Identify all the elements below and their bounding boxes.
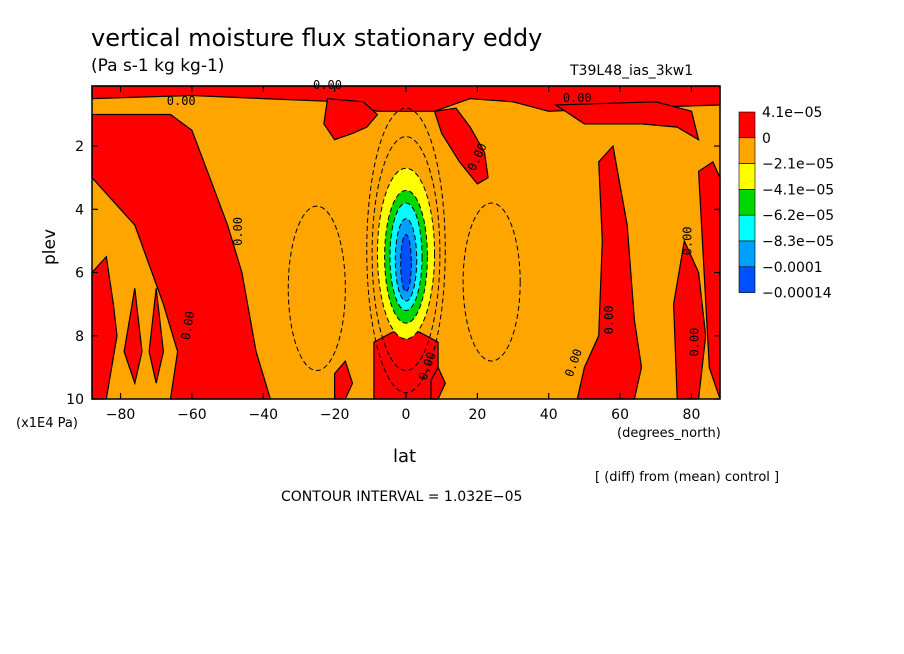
run-id: T39L48_ias_3kw1	[570, 63, 694, 79]
x-axis-label: lat	[393, 446, 417, 467]
contour-label: 0.00	[563, 91, 592, 105]
colorbar-label: −0.00014	[762, 286, 832, 302]
colorbar-label: −4.1e−05	[762, 182, 834, 198]
positive-region-4	[148, 288, 165, 384]
diff-note: [ (diff) from (mean) control ]	[595, 470, 780, 485]
y-tick-label: 2	[75, 139, 84, 155]
colorbar-label: 0	[762, 131, 771, 147]
colorbar-swatch-1	[738, 137, 756, 164]
colorbar-swatch-2	[738, 163, 756, 190]
contour-label: 0.00	[602, 306, 616, 335]
side-negative-contour-1	[462, 202, 521, 362]
negative-core-level-6	[400, 234, 412, 293]
colorbar-swatch-6	[738, 266, 756, 293]
colorbar-swatch-3	[738, 189, 756, 216]
x-tick-label: −40	[248, 407, 278, 423]
y-tick-label: 8	[75, 329, 84, 345]
contour-label: 0.00	[231, 217, 245, 246]
axes: −80 −60 −40 −20 0 20 40 60 80 2 4 6 8 10	[66, 85, 721, 423]
y-tick-label: 6	[75, 266, 84, 282]
x-axis-units: (degrees_north)	[617, 426, 721, 441]
positive-region-3	[123, 288, 143, 386]
contour-label: 0.00	[313, 78, 342, 92]
negative-contour-0	[366, 107, 446, 394]
positive-region-1	[91, 113, 272, 400]
contour-interval: CONTOUR INTERVAL = 1.032E−05	[281, 489, 523, 505]
positive-region-6	[433, 107, 489, 185]
contour-field: 0.000.000.000.000.000.000.000.000.000.00…	[91, 78, 721, 400]
x-tick-label: −80	[106, 407, 136, 423]
colorbar-swatch-4	[738, 214, 756, 242]
colorbar-label: −0.0001	[762, 260, 823, 276]
x-tick-label: 20	[468, 407, 486, 423]
side-negative-contour-0	[287, 205, 346, 372]
positive-region-13	[430, 366, 446, 400]
y-tick-label: 10	[66, 392, 84, 408]
x-tick-label: 60	[611, 407, 629, 423]
positive-region-7	[554, 101, 700, 141]
chart-title: vertical moisture flux stationary eddy	[91, 24, 543, 52]
x-tick-label: −60	[177, 407, 207, 423]
colorbar-label: −8.3e−05	[762, 234, 834, 250]
positive-region-5	[323, 97, 379, 141]
colorbar-legend: 4.1e−05 0 −2.1e−05 −4.1e−05 −6.2e−05 −8.3e−05…	[738, 105, 834, 302]
contour-label: 0.00	[680, 226, 694, 255]
contour-label: 0.00	[688, 328, 702, 357]
x-tick-label: 0	[402, 407, 411, 423]
y-axis-units: (x1E4 Pa)	[16, 416, 78, 431]
x-tick-label: −20	[320, 407, 350, 423]
colorbar-swatch-5	[738, 240, 756, 268]
chart-units: (Pa s-1 kg kg-1)	[91, 56, 225, 76]
colorbar-label: 4.1e−05	[762, 105, 822, 121]
contour-label: 0.00	[179, 310, 198, 341]
y-tick-label: 4	[75, 202, 84, 218]
colorbar-label: −6.2e−05	[762, 208, 834, 224]
contour-label: 0.00	[167, 94, 196, 108]
x-tick-label: 40	[540, 407, 558, 423]
colorbar-label: −2.1e−05	[762, 157, 834, 173]
x-tick-label: 80	[683, 407, 701, 423]
colorbar-swatch-0	[738, 111, 756, 139]
